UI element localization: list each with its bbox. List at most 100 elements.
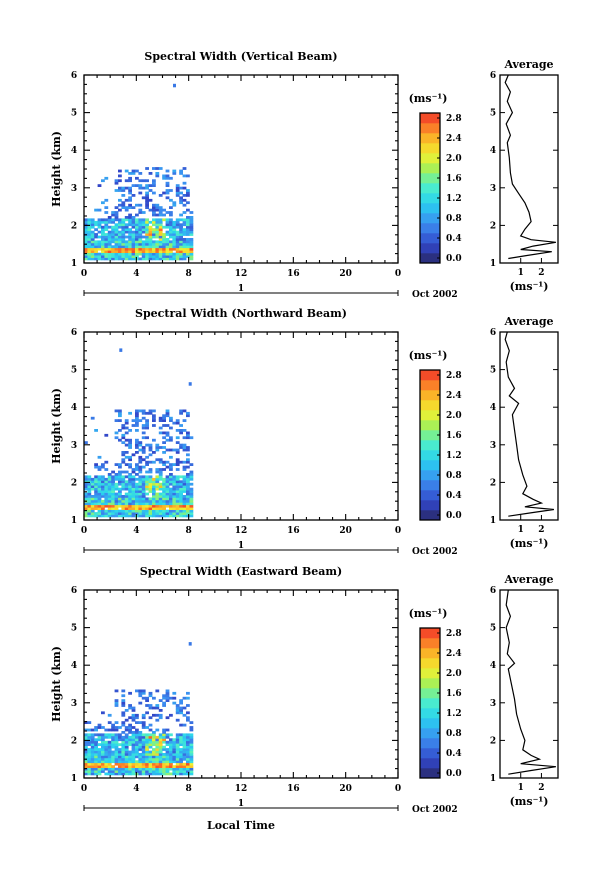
heatmap-cell [155,475,160,479]
heatmap-cell [124,492,129,496]
heatmap-cell [155,230,160,234]
heatmap-cell [128,429,132,432]
heatmap-cell [135,765,139,768]
heatmap-cell [172,760,177,764]
heatmap-cell [94,728,98,732]
heatmap-cell [186,514,190,518]
heatmap-cell [182,475,187,479]
heatmap-cell [101,257,105,261]
heatmap-cell [124,482,129,486]
heatmap-cell [90,495,95,498]
heatmap-cell [138,492,143,496]
heatmap-cell [131,245,136,249]
heatmap-cell [128,726,132,729]
heatmap-cell [145,757,149,761]
heatmap-cell [111,490,115,493]
heatmap-cell [169,492,173,496]
heatmap-cell [121,223,126,227]
heatmap-cell [101,218,105,222]
outlier-point [173,83,176,88]
heatmap-cell [131,499,136,503]
heatmap-cell [145,235,149,239]
heatmap-cell [158,499,163,503]
heatmap-cell [131,242,136,246]
heatmap-cell [186,238,190,241]
heatmap-cell [84,753,88,756]
heatmap-cell [169,753,173,756]
heatmap-cell [186,745,190,749]
heatmap-cell [182,233,187,236]
heatmap-cell [141,409,146,413]
heatmap-cell [138,757,143,761]
heatmap-cell [131,238,136,241]
heatmap-cell [186,189,190,192]
heatmap-cell [162,247,166,251]
colorbar-tick-label: 0.0 [446,769,462,779]
heatmap-cell [189,770,194,773]
heatmap-cell [155,745,160,749]
heatmap-cell [155,172,160,175]
heatmap-cell [84,721,88,724]
heatmap-cell [107,250,112,253]
heatmap-cell [169,495,173,498]
heatmap-cell [90,235,95,239]
heatmap-cell [104,233,109,236]
heatmap-cell [152,740,156,744]
heatmap-cell [141,748,146,751]
heatmap-cell [172,255,177,258]
heatmap-cell [155,174,160,178]
heatmap-cell [124,206,129,209]
heatmap-cell [87,504,92,508]
heatmap-cell [141,507,146,510]
heatmap-cell [121,485,126,488]
heatmap-cell [189,247,194,251]
heatmap-cell [165,694,170,698]
heatmap-cell [124,480,129,484]
heatmap-cell [148,480,153,484]
heatmap-cell [124,753,129,756]
heatmap-cell [169,767,173,771]
heatmap-cell [121,228,126,231]
heatmap-cell [182,223,187,227]
heatmap-cell [162,507,166,510]
heatmap-cell [121,424,126,427]
colorbar-tick-label: 0.0 [446,511,462,521]
plot-ticks [83,74,399,264]
heatmap-cell [145,477,149,481]
heatmap-cell [104,757,109,761]
heatmap-cell [175,748,180,751]
heatmap-cell [158,225,163,229]
heatmap-cell [128,189,132,192]
heatmap-cell [138,738,143,742]
heatmap-cell [165,772,170,776]
x-tick-label: 0 [81,526,87,536]
heatmap-cell [182,504,187,508]
heatmap-cell [158,245,163,249]
heatmap-cell [148,706,153,710]
heatmap-cell [175,740,180,744]
outlier-point [188,642,192,646]
heatmap-cell [141,738,146,742]
heatmap-cell [158,760,163,764]
heatmap-cell [121,250,126,253]
heatmap-cell [124,757,129,761]
heatmap-cell [90,230,95,234]
heatmap-cell [169,760,173,764]
heatmap-cell [84,750,88,754]
heatmap-cell [182,240,187,244]
heatmap-cell [141,767,146,771]
heatmap-cell [155,713,160,717]
profile-y-tick-label: 4 [490,661,496,671]
heatmap-cell [152,762,156,766]
heatmap-cell [165,757,170,761]
heatmap-cell [121,495,126,498]
colorbar-tick-label: 2.4 [446,391,462,401]
heatmap-cell [128,228,132,231]
heatmap-cell [158,230,163,234]
heatmap-cell [90,257,95,261]
heatmap-cell [114,770,119,773]
heatmap-cell [87,514,92,518]
heatmap-cell [138,767,143,771]
profile-y-tick-label: 2 [490,221,496,231]
heatmap-cell [145,509,149,513]
